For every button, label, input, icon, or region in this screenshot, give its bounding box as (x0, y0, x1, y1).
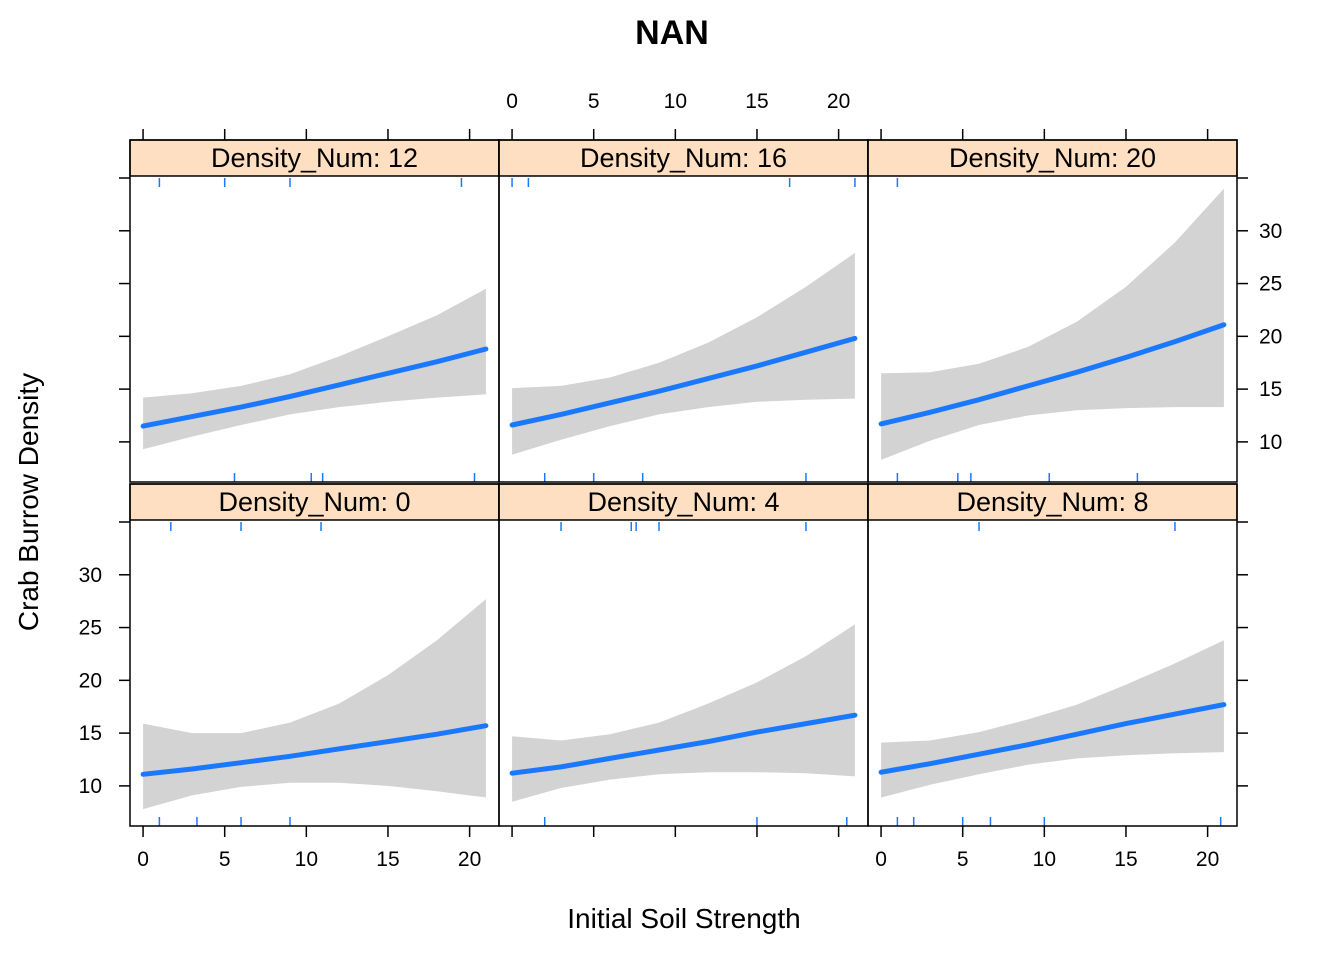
fit-line (509, 335, 858, 428)
x-tick-label: 15 (745, 90, 768, 113)
panel-0: Density_Num: 0 0 5 10 15 20 10 15 20 25 30 (79, 483, 500, 871)
fit-line (140, 723, 489, 777)
fit-line (140, 346, 489, 429)
panel-2: Density_Num: 8 0 5 10 15 20 (867, 483, 1248, 871)
y-tick-label: 20 (1259, 325, 1282, 348)
strip-label: Density_Num: 4 (587, 487, 779, 517)
confidence-band (512, 624, 855, 802)
panel-5: Density_Num: 20 10 15 20 25 30 (867, 129, 1282, 483)
x-tick-label: 0 (137, 848, 149, 871)
y-tick-label: 15 (79, 722, 102, 745)
strip-label: Density_Num: 0 (218, 487, 410, 517)
confidence-band (143, 288, 486, 450)
strip-background (498, 483, 869, 521)
strip-background (867, 139, 1238, 177)
panel-border (867, 139, 1238, 483)
strip-label: Density_Num: 20 (949, 143, 1156, 173)
x-tick-label: 10 (1033, 848, 1056, 871)
panel-3: Density_Num: 12 (119, 129, 500, 483)
strip-background (129, 139, 500, 177)
x-tick-label: 5 (957, 848, 969, 871)
chart-title: NAN (635, 14, 709, 52)
panel-border (867, 483, 1238, 827)
strip-label: Density_Num: 16 (580, 143, 787, 173)
x-tick-label: 5 (588, 90, 600, 113)
x-axis-label: Initial Soil Strength (567, 903, 800, 934)
confidence-band (143, 599, 486, 810)
strip-label: Density_Num: 12 (211, 143, 418, 173)
panels-group: Density_Num: 00 5 10 15 201015202530Density_… (79, 90, 1283, 871)
y-tick-label: 25 (79, 617, 102, 640)
panel-1: Density_Num: 4 (498, 483, 869, 837)
y-tick-label: 30 (79, 564, 102, 587)
y-tick-label: 25 (1259, 273, 1282, 296)
confidence-band (881, 640, 1224, 798)
y-tick-label: 30 (1259, 220, 1282, 243)
x-tick-label: 10 (295, 848, 318, 871)
x-tick-label: 0 (506, 90, 518, 113)
x-tick-label: 20 (1196, 848, 1219, 871)
x-tick-label: 20 (458, 848, 481, 871)
x-tick-label: 15 (1114, 848, 1137, 871)
x-tick-label: 0 (875, 848, 887, 871)
confidence-band (881, 188, 1224, 460)
y-axis-label: Crab Burrow Density (13, 373, 44, 631)
fit-line (878, 702, 1227, 775)
y-tick-label: 10 (79, 775, 102, 798)
x-tick-label: 15 (376, 848, 399, 871)
y-tick-label: 15 (1259, 378, 1282, 401)
strip-label: Density_Num: 8 (956, 487, 1148, 517)
y-tick-label: 10 (1259, 431, 1282, 454)
x-tick-label: 20 (827, 90, 850, 113)
strip-background (867, 483, 1238, 521)
fit-line (878, 322, 1227, 427)
x-tick-label: 5 (219, 848, 231, 871)
fit-line (509, 712, 858, 776)
x-tick-label: 10 (664, 90, 687, 113)
y-tick-label: 20 (79, 669, 102, 692)
panel-4: Density_Num: 16 0 5 10 15 20 (498, 90, 869, 483)
